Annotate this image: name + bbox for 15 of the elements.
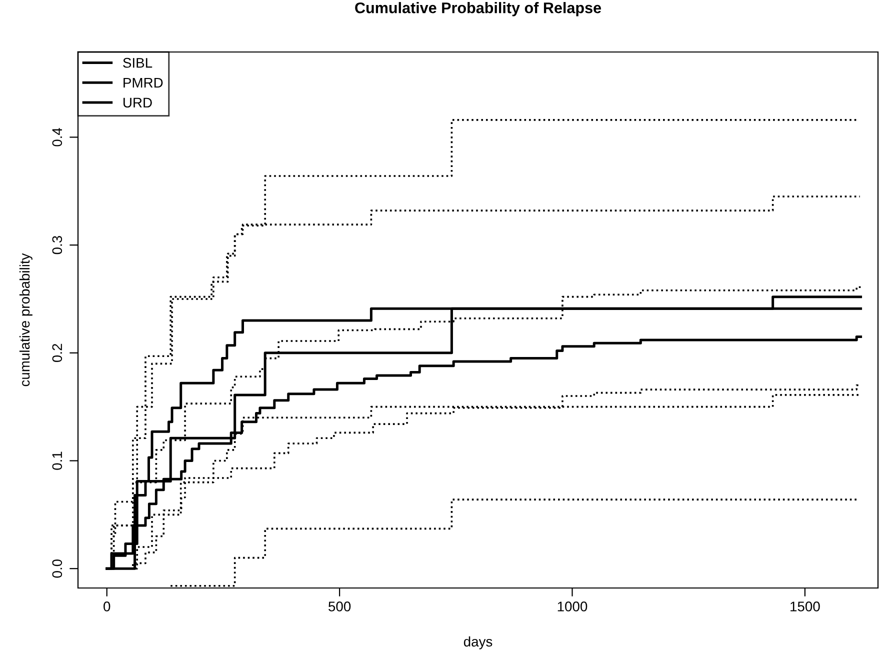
legend-label: PMRD	[124, 78, 163, 88]
legend-label: URD	[124, 98, 152, 108]
legend-label: SIBL	[123, 58, 152, 68]
y-axis-title: cumulative probability	[19, 253, 32, 386]
x-axis-title: days	[464, 636, 492, 650]
chart-title: Cumulative Probability of Relapse	[355, 2, 602, 16]
y-tick-label: 0.3	[52, 236, 62, 254]
y-tick-label: 0.1	[52, 452, 62, 470]
y-tick-label: 0.0	[52, 559, 62, 578]
x-tick-label: 1500	[790, 602, 820, 612]
y-tick-label: 0.2	[52, 344, 62, 362]
x-tick-label: 0	[104, 602, 110, 612]
x-tick-label: 1000	[558, 602, 588, 612]
x-tick-label: 500	[328, 602, 351, 612]
y-tick-label: 0.4	[52, 128, 62, 146]
